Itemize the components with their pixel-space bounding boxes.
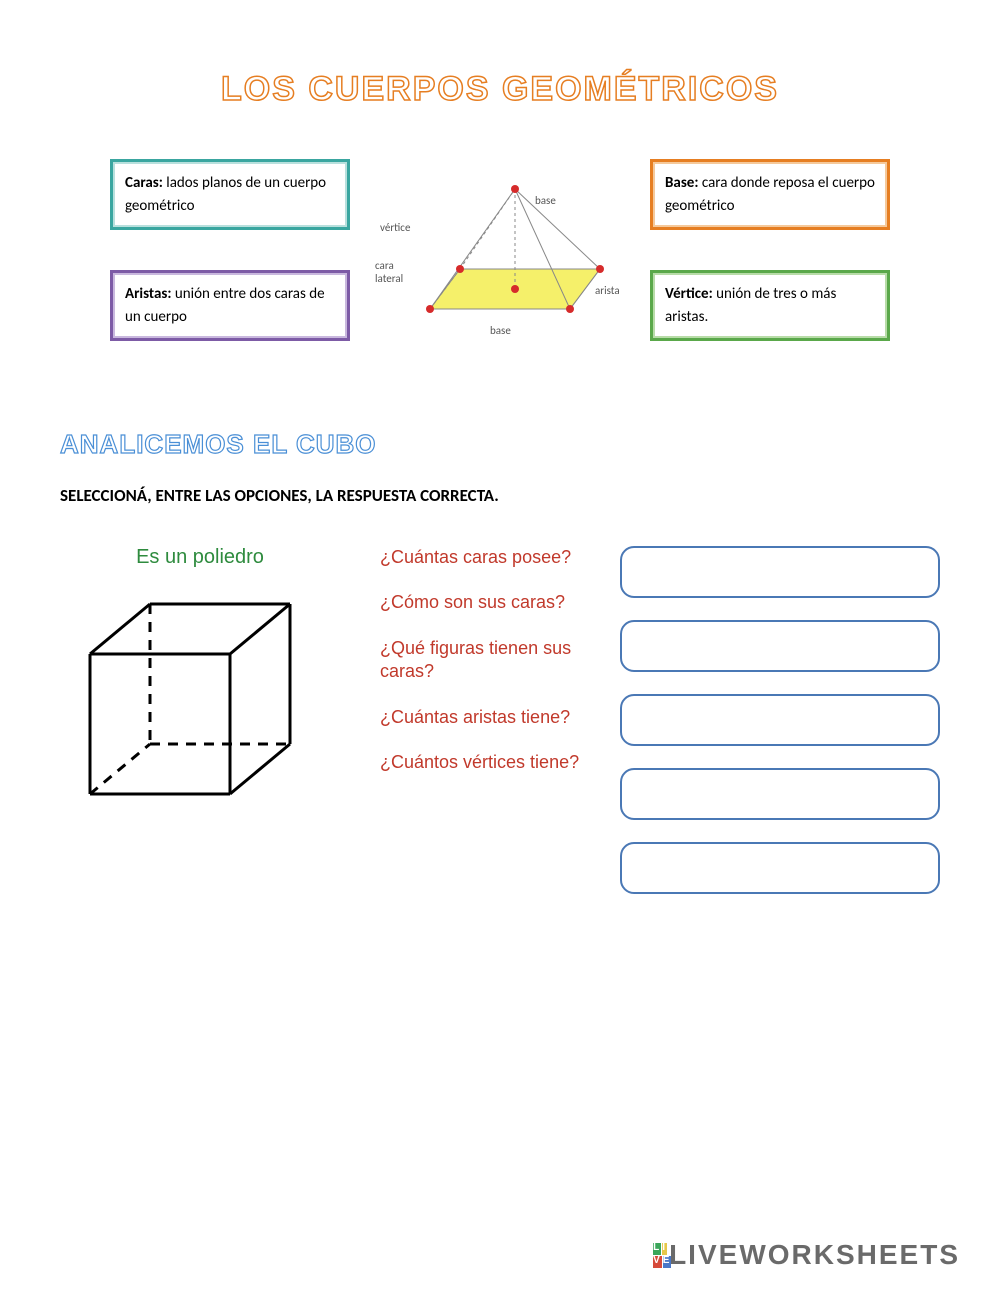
answer-box-2[interactable] [620,620,940,672]
answer-box-4[interactable] [620,768,940,820]
answers-column [620,546,940,894]
question-2: ¿Cómo son sus caras? [380,591,580,614]
term-caras: Caras: [125,174,163,192]
watermark-text: LIVEWORKSHEETS [669,1239,960,1271]
definition-vertice: Vértice: unión de tres o más aristas. [650,270,890,341]
cube-svg [60,584,320,844]
cube-column: Es un poliedro [60,546,340,894]
wm-l: L [653,1243,661,1255]
question-5: ¿Cuántos vértices tiene? [380,751,580,774]
definitions-right-col: Base: cara donde reposa el cuerpo geomét… [650,159,890,369]
pyramid-diagram: base vértice cara lateral arista base [370,159,630,369]
definition-caras: Caras: lados planos de un cuerpo geométr… [110,159,350,230]
definition-aristas: Aristas: unión entre dos caras de un cue… [110,270,350,341]
cube-section: Es un poliedro ¿Cuántas caras posee? ¿Có… [60,546,940,894]
term-aristas: Aristas: [125,285,172,303]
pyramid-label-base-top: base [535,194,556,207]
definition-base: Base: cara donde reposa el cuerpo geomét… [650,159,890,230]
answer-box-3[interactable] [620,694,940,746]
questions-column: ¿Cuántas caras posee? ¿Cómo son sus cara… [380,546,580,894]
pyramid-label-vertice: vértice [380,221,410,234]
definitions-left-col: Caras: lados planos de un cuerpo geométr… [110,159,350,369]
answer-box-5[interactable] [620,842,940,894]
term-base: Base: [665,174,699,192]
term-vertice: Vértice: [665,285,713,303]
question-1: ¿Cuántas caras posee? [380,546,580,569]
pyramid-label-base-bottom: base [490,324,511,337]
pyramid-label-arista: arista [595,284,620,297]
watermark-logo-icon: L I V E [653,1243,665,1268]
definitions-row: Caras: lados planos de un cuerpo geométr… [60,159,940,369]
wm-v: V [653,1256,662,1268]
cube-caption: Es un poliedro [60,546,340,569]
answer-box-1[interactable] [620,546,940,598]
question-4: ¿Cuántas aristas tiene? [380,706,580,729]
subtitle: ANALICEMOS EL CUBO [60,429,940,460]
instruction-text: SELECCIONÁ, ENTRE LAS OPCIONES, LA RESPU… [60,485,940,506]
watermark: L I V E LIVEWORKSHEETS [653,1239,960,1271]
wm-i: I [662,1243,667,1255]
question-3: ¿Qué figuras tienen sus caras? [380,637,580,684]
pyramid-label-cara-lateral: cara lateral [375,259,415,285]
page-title: LOS CUERPOS GEOMÉTRICOS [60,70,940,109]
